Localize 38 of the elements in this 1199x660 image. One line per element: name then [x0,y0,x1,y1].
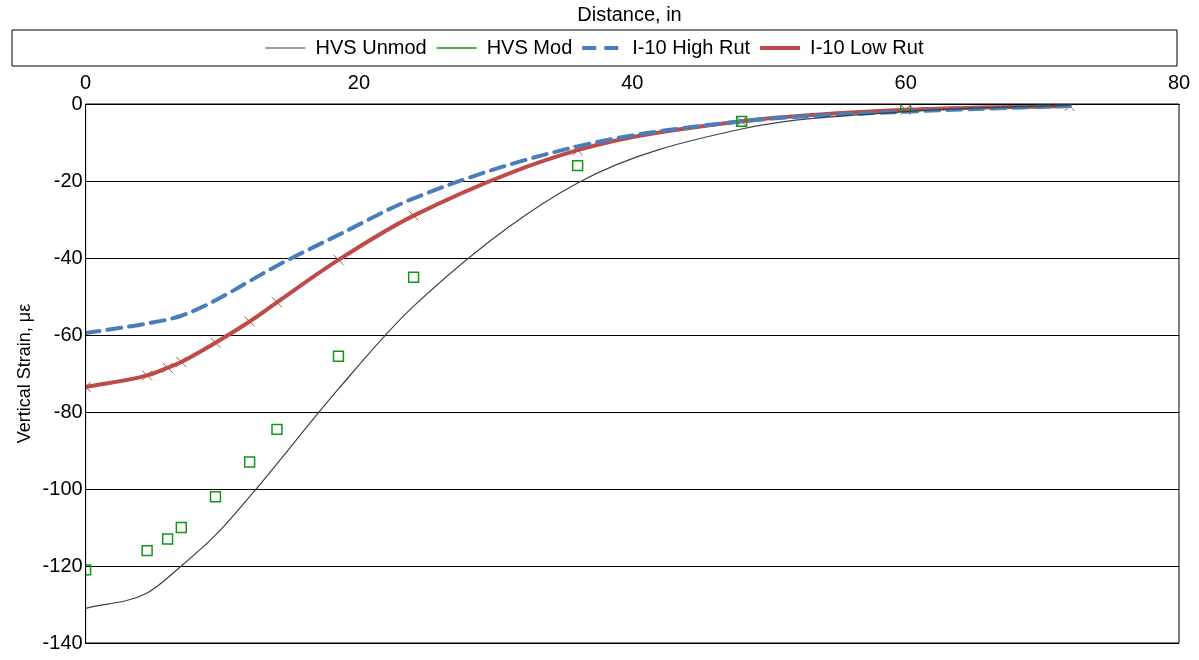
y-tick-label: -140 [42,630,83,653]
y-tick-label: 0 [71,91,83,114]
y-axis-title: Vertical Strain, με [13,303,34,444]
point [407,271,420,283]
x-tick-label: 40 [621,70,644,93]
point [161,533,174,545]
x-tick-label: 20 [347,70,371,93]
y-tick-label: -20 [53,168,83,191]
point [209,491,222,503]
point [141,544,153,557]
point [210,337,221,349]
point [333,254,344,266]
y-tick-label: -100 [42,476,83,499]
x-tick-label: 60 [894,70,917,93]
legend-label: HVS Mod [486,35,573,58]
point [271,423,283,436]
legend-label: I-10 High Rut [632,35,751,58]
point [175,521,187,534]
point [332,350,345,362]
point [244,316,256,327]
y-tick-label: -60 [53,322,83,345]
point [271,296,283,308]
point [141,369,153,381]
y-tick-label: -120 [42,553,83,576]
y-tick-label: -80 [53,399,83,422]
line-series [85,104,1071,609]
point [571,159,584,172]
point [162,362,174,374]
legend-label: HVS Unmod [315,35,427,58]
point [572,144,584,156]
legend-label: I-10 Low Rut [810,35,924,58]
x-axis-title: Distance, in [576,2,683,27]
x-tick-label: 80 [1167,70,1191,93]
line-series [85,104,1072,336]
point [175,356,187,368]
point [243,456,256,468]
y-tick-label: -40 [53,245,83,268]
point [408,210,420,222]
